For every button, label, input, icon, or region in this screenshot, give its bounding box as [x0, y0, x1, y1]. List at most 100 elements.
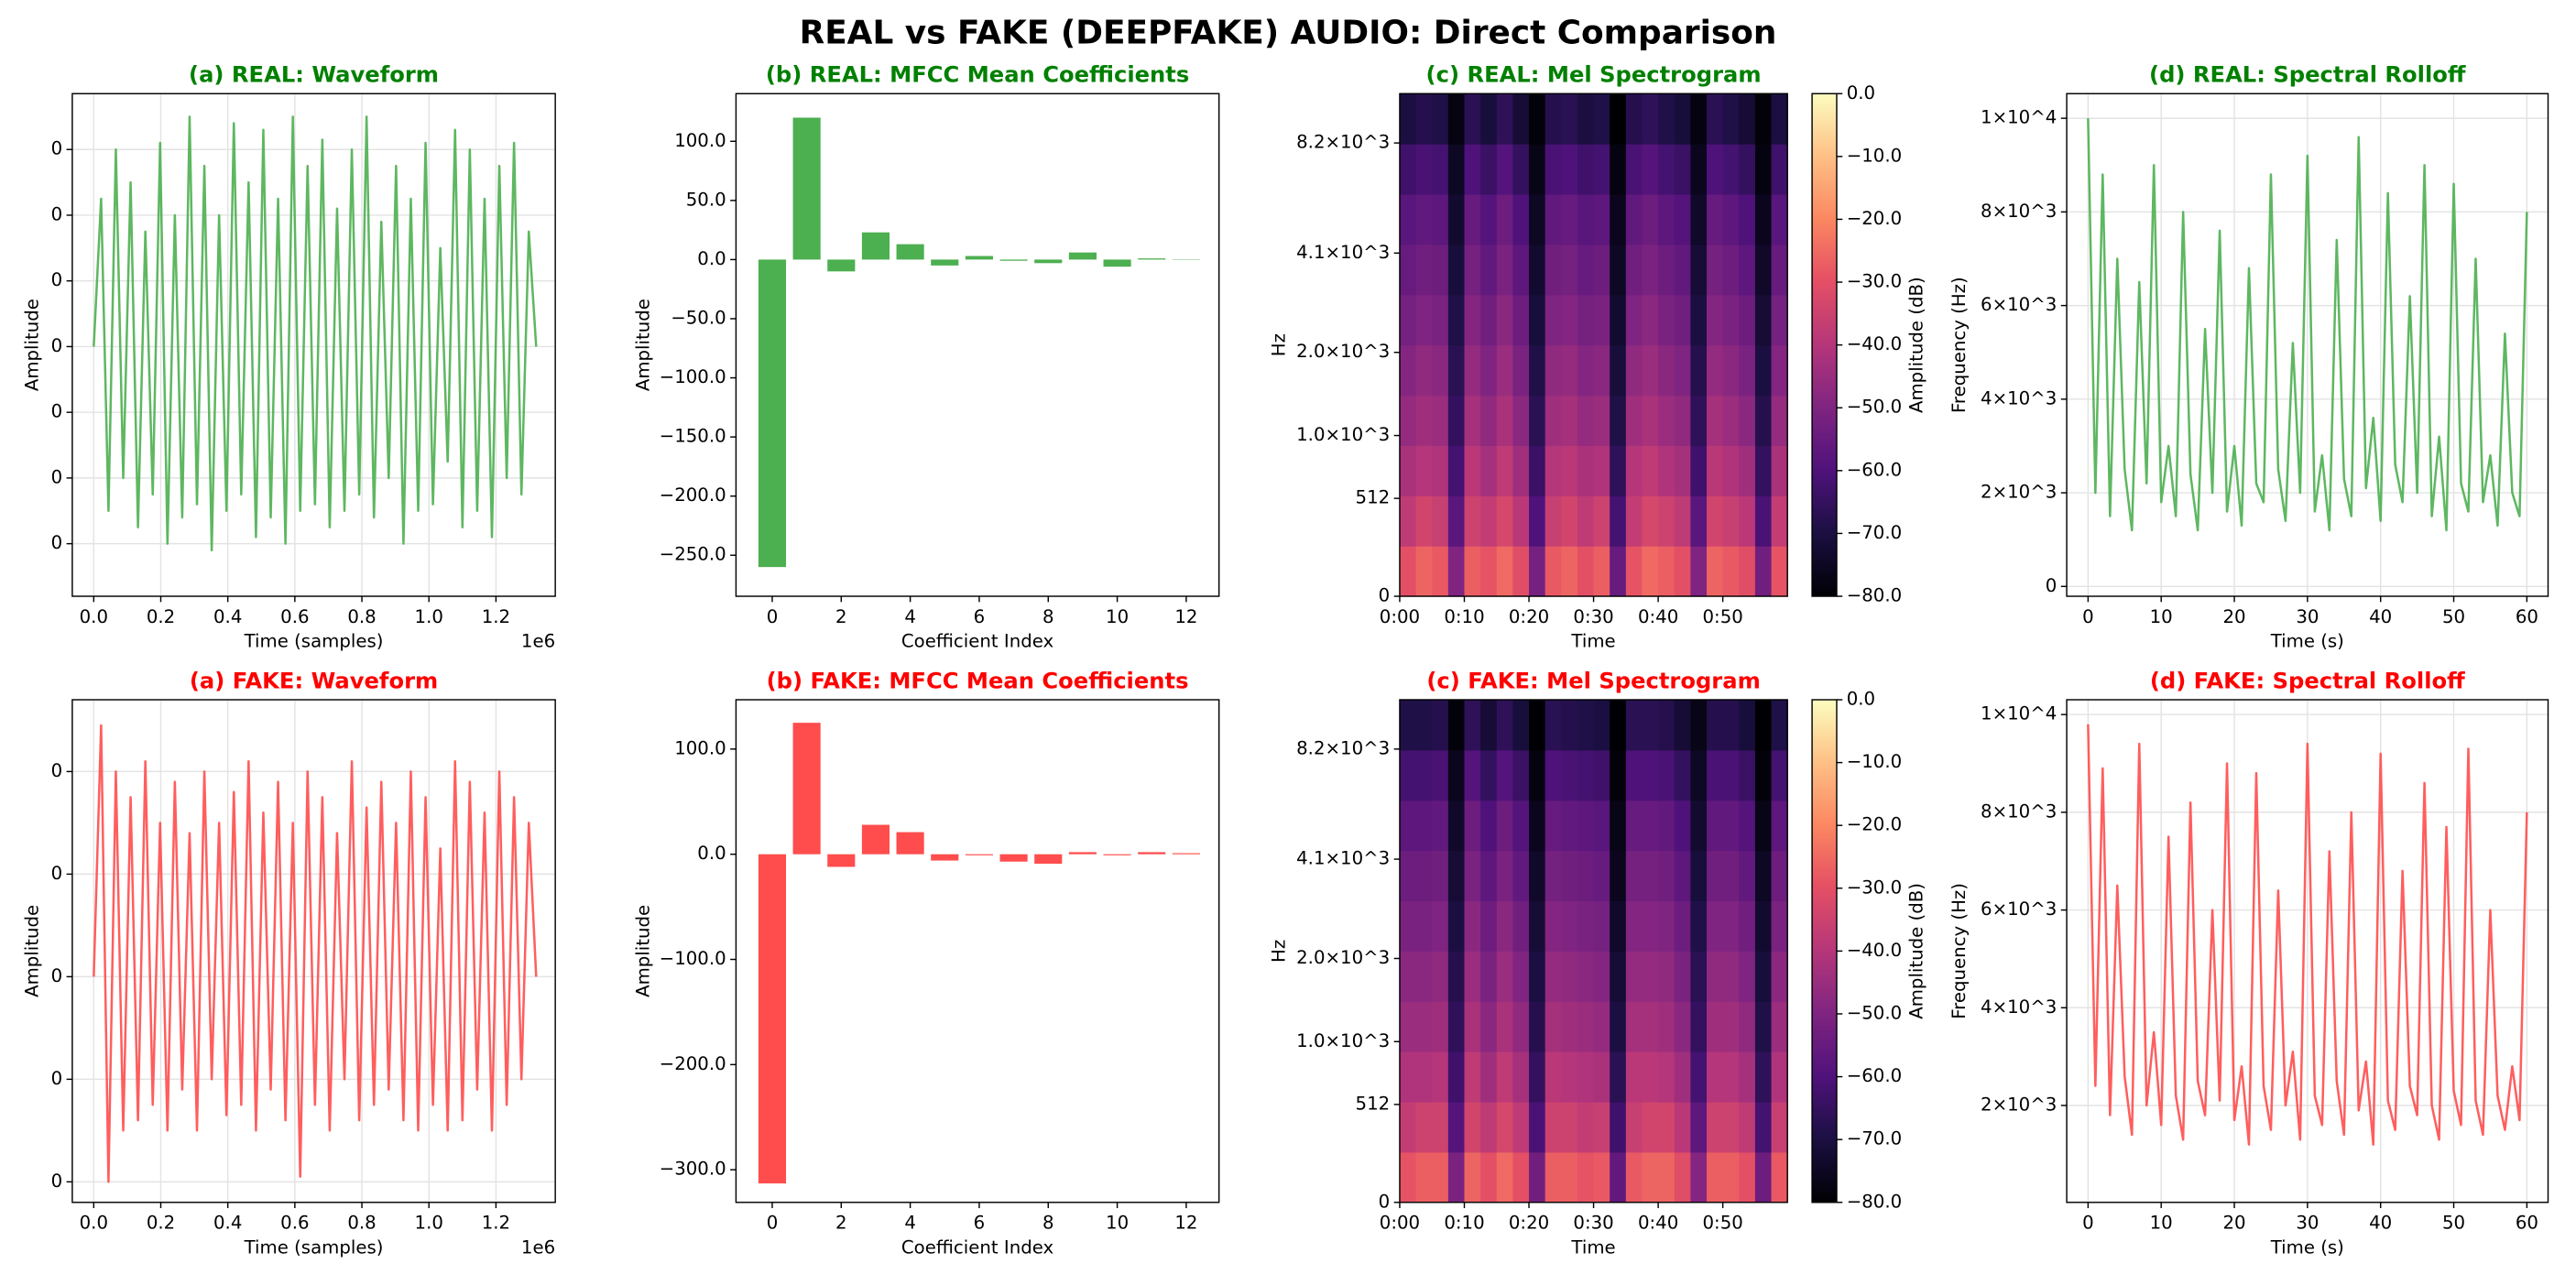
heatmap-cell	[1754, 951, 1773, 1002]
x-tick-label: 40	[2369, 1213, 2392, 1234]
y-tick-label: 1.0×10^3	[1296, 424, 1390, 445]
heatmap-cell	[1754, 495, 1773, 547]
bar	[896, 832, 924, 855]
heatmap-cell	[1432, 1001, 1449, 1052]
heatmap-cell	[1529, 93, 1546, 145]
heatmap-cell	[1642, 800, 1659, 852]
heatmap-cell	[1545, 395, 1562, 446]
heatmap-cell	[1545, 1001, 1562, 1052]
x-tick-label: 10	[1106, 1213, 1129, 1234]
y-tick-label: 6×10^3	[1981, 294, 2057, 315]
heatmap-cell	[1593, 900, 1610, 952]
heatmap-cell	[1625, 1102, 1643, 1153]
bar	[1103, 259, 1131, 267]
heatmap-cell	[1512, 1151, 1530, 1203]
heatmap-cell	[1674, 800, 1691, 852]
y-tick-label: 100.0	[674, 737, 726, 758]
heatmap-cell	[1464, 1151, 1481, 1203]
heatmap-cell	[1754, 700, 1773, 751]
heatmap-cell	[1625, 344, 1643, 397]
heatmap-cell	[1771, 850, 1788, 902]
heatmap-cell	[1529, 951, 1546, 1002]
heatmap-cell	[1415, 749, 1433, 801]
colorbar-tick-label: 0.0	[1847, 689, 1875, 710]
y-tick-label: 0	[51, 1068, 63, 1089]
heatmap-cell	[1771, 144, 1788, 195]
heatmap-cell	[1690, 850, 1708, 902]
x-tick-label: 6	[974, 606, 986, 627]
heatmap-cell	[1739, 900, 1756, 952]
heatmap-cell	[1658, 93, 1675, 145]
x-tick-label: 60	[2516, 606, 2538, 627]
heatmap-cell	[1690, 445, 1708, 496]
heatmap-cell	[1610, 1051, 1627, 1103]
x-tick-label: 4	[904, 1213, 916, 1234]
colorbar-tick-label: −30.0	[1847, 877, 1902, 898]
heatmap-cell	[1722, 395, 1740, 446]
heatmap-cell	[1561, 951, 1578, 1002]
heatmap-cell	[1674, 144, 1691, 195]
heatmap-cell	[1577, 850, 1595, 902]
x-tick-label: 0:40	[1638, 1213, 1678, 1234]
heatmap-cell	[1464, 546, 1481, 597]
heatmap-cell	[1707, 1051, 1724, 1103]
heatmap-cell	[1610, 700, 1627, 751]
heatmap-cell	[1480, 900, 1498, 952]
data-line	[2087, 118, 2528, 532]
heatmap-cell	[1739, 395, 1756, 446]
subplot-title: (c) REAL: Mel Spectrogram	[1426, 62, 1762, 88]
heatmap-cell	[1529, 1151, 1546, 1203]
heatmap-cell	[1577, 395, 1595, 446]
heatmap-cell	[1496, 1051, 1513, 1103]
x-axis-label: Time (s)	[2270, 1236, 2344, 1258]
heatmap-cell	[1464, 395, 1481, 446]
subplot-title: (d) FAKE: Spectral Rolloff	[2150, 668, 2465, 693]
y-axis-label: Amplitude	[21, 299, 42, 391]
colorbar-tick-label: −50.0	[1847, 1002, 1902, 1023]
heatmap-cell	[1415, 951, 1433, 1002]
heatmap-cell	[1707, 445, 1724, 496]
x-tick-label: 0:10	[1444, 1213, 1484, 1234]
bar	[827, 259, 856, 272]
y-tick-label: 2.0×10^3	[1296, 341, 1390, 362]
heatmap-cell	[1545, 546, 1562, 597]
bar	[1034, 259, 1063, 264]
heatmap-cell	[1739, 93, 1756, 145]
heatmap-cell	[1545, 850, 1562, 902]
heatmap-cell	[1739, 244, 1756, 296]
x-offset-label: 1e6	[521, 1236, 555, 1258]
data-line	[93, 724, 538, 1183]
x-tick-label: 50	[2442, 606, 2465, 627]
heatmap-cell	[1754, 1102, 1773, 1153]
colorbar-tick-label: −30.0	[1847, 271, 1902, 292]
heatmap-cell	[1771, 1151, 1788, 1203]
heatmap-cell	[1496, 395, 1513, 446]
heatmap-cell	[1561, 344, 1578, 397]
heatmap-cell	[1707, 194, 1724, 245]
heatmap-cell	[1529, 194, 1546, 245]
heatmap-cell	[1545, 93, 1562, 145]
heatmap-cell	[1464, 294, 1481, 346]
heatmap-cell	[1642, 344, 1659, 397]
heatmap-cell	[1754, 850, 1773, 902]
x-offset-label: 1e6	[521, 631, 555, 652]
heatmap-cell	[1480, 1051, 1498, 1103]
y-tick-label: 8.2×10^3	[1296, 737, 1390, 758]
heatmap-cell	[1415, 194, 1433, 245]
heatmap-cell	[1625, 900, 1643, 952]
x-tick-label: 0.2	[147, 1213, 175, 1234]
heatmap-cell	[1771, 495, 1788, 547]
heatmap-cell	[1561, 1151, 1578, 1203]
heatmap-cell	[1447, 1051, 1466, 1103]
x-tick-label: 50	[2442, 1213, 2465, 1234]
heatmap-cell	[1529, 850, 1546, 902]
heatmap-cell	[1690, 495, 1708, 547]
heatmap-cell	[1625, 495, 1643, 547]
heatmap-cell	[1464, 344, 1481, 397]
heatmap-cell	[1674, 93, 1691, 145]
x-tick-label: 20	[2222, 606, 2245, 627]
heatmap-cell	[1625, 546, 1643, 597]
x-axis-label: Time (samples)	[244, 1236, 384, 1258]
data-line	[93, 115, 538, 552]
heatmap-cell	[1739, 1051, 1756, 1103]
